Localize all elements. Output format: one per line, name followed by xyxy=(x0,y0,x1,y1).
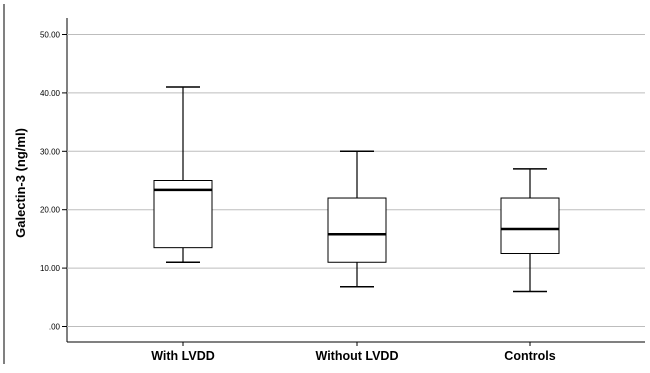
y-tick-label: .00 xyxy=(49,323,61,332)
y-axis-label: Galectin-3 (ng/ml) xyxy=(13,128,28,238)
y-tick-label: 10.00 xyxy=(40,264,61,273)
x-tick-labels: With LVDD Without LVDD Controls xyxy=(151,342,556,363)
x-tick-label: Controls xyxy=(504,349,555,363)
y-tick-label: 50.00 xyxy=(40,31,61,40)
x-tick-label: Without LVDD xyxy=(316,349,399,363)
boxes xyxy=(153,86,560,293)
box-group xyxy=(327,150,387,288)
gridlines xyxy=(62,34,645,327)
y-tick-label: 20.00 xyxy=(40,206,61,215)
y-tick-label: 40.00 xyxy=(40,89,61,98)
iqr-box xyxy=(500,197,560,255)
y-tick-label: 30.00 xyxy=(40,147,61,156)
box-group xyxy=(500,168,560,293)
box-group xyxy=(153,86,213,264)
iqr-box xyxy=(327,197,387,263)
x-tick-label: With LVDD xyxy=(151,349,215,363)
iqr-box xyxy=(153,180,213,249)
y-tick-labels: .00 10.00 20.00 30.00 40.00 50.00 xyxy=(40,31,61,332)
